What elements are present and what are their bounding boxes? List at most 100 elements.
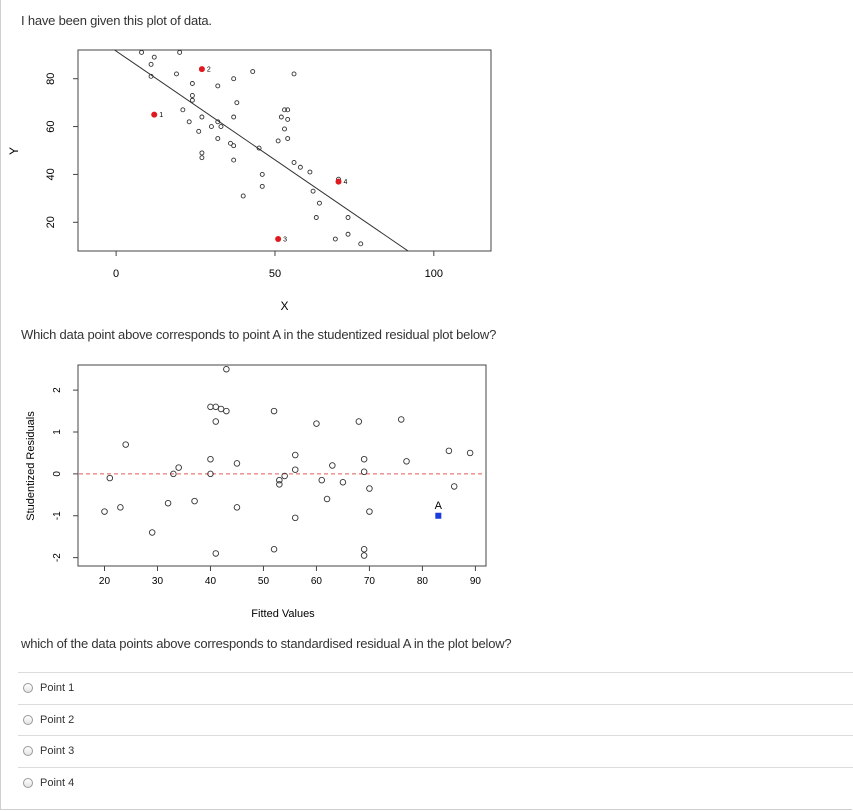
data-point <box>345 215 351 220</box>
option-point-4[interactable]: Point 4 <box>18 766 853 799</box>
data-point <box>199 155 205 161</box>
data-point <box>256 145 262 151</box>
data-point <box>291 466 299 473</box>
data-point <box>151 54 157 60</box>
data-point <box>466 449 474 457</box>
data-point <box>275 138 281 144</box>
data-point <box>208 124 214 130</box>
data-point <box>231 157 237 163</box>
x-tick-label: 20 <box>99 576 111 587</box>
data-point <box>339 478 347 486</box>
regression-line <box>114 50 409 251</box>
data-point <box>199 150 205 156</box>
data-point <box>212 550 220 557</box>
data-point <box>445 447 453 455</box>
scatter-plot-xy: 1 2 3 4 0 50 100 20 40 60 80 X Y <box>7 49 492 313</box>
highlighted-point-3 <box>275 236 282 243</box>
data-point <box>223 407 230 415</box>
data-point <box>276 476 283 484</box>
data-point <box>148 529 156 536</box>
data-point <box>207 470 214 478</box>
data-point <box>259 183 265 189</box>
highlight-label: 4 <box>344 179 348 186</box>
data-point <box>228 140 233 146</box>
radio-button[interactable] <box>23 746 33 757</box>
data-point <box>117 504 124 511</box>
y-tick-label: 20 <box>45 216 57 228</box>
highlighted-point-a <box>435 512 442 519</box>
option-label: Point 1 <box>40 682 75 695</box>
highlighted-point-2 <box>198 66 205 73</box>
plot1-data-area: 1 2 3 4 <box>114 49 409 251</box>
data-point <box>276 481 283 488</box>
question-2-text: which of the data points above correspon… <box>21 636 512 651</box>
data-point <box>122 441 129 448</box>
option-point-1[interactable]: Point 1 <box>18 672 853 704</box>
data-point <box>215 83 221 89</box>
data-point <box>189 97 195 103</box>
highlighted-point-4 <box>335 178 342 185</box>
data-point <box>231 76 237 82</box>
question-1-text: Which data point above corresponds to po… <box>21 327 497 342</box>
data-point <box>223 365 230 373</box>
answer-options: Point 1 Point 2 Point 3 Point 4 <box>18 672 853 798</box>
data-point <box>233 460 241 467</box>
plot1-axes: 0 50 100 20 40 60 80 <box>45 73 443 280</box>
data-point <box>366 508 373 515</box>
y-tick-label: -1 <box>52 511 63 520</box>
y-tick-label: 1 <box>52 429 63 435</box>
data-point <box>231 114 237 120</box>
data-point <box>240 193 246 199</box>
option-label: Point 4 <box>40 776 75 789</box>
data-point <box>291 514 299 522</box>
data-point <box>282 107 287 113</box>
radio-button[interactable] <box>23 683 33 694</box>
data-point <box>285 136 291 141</box>
data-point <box>285 116 291 122</box>
data-point <box>297 164 303 170</box>
data-point <box>148 73 154 79</box>
x-tick-label: 100 <box>425 268 443 280</box>
data-point <box>250 69 256 74</box>
data-point <box>270 545 278 553</box>
plot2-data-area: A <box>79 365 485 559</box>
highlight-label: 1 <box>159 112 163 119</box>
data-point <box>278 114 284 120</box>
option-point-3[interactable]: Point 3 <box>18 735 853 767</box>
data-point <box>106 474 114 482</box>
data-point <box>313 215 319 220</box>
data-point <box>281 472 288 480</box>
data-point <box>310 188 316 194</box>
highlighted-point-1 <box>151 111 158 118</box>
data-point <box>217 405 225 413</box>
data-point <box>259 171 265 177</box>
data-point <box>215 136 221 141</box>
x-tick-label: 50 <box>269 268 281 280</box>
data-point <box>345 231 351 237</box>
data-point <box>291 451 299 459</box>
option-point-2[interactable]: Point 2 <box>18 703 853 736</box>
data-point <box>332 236 338 242</box>
intro-text: I have been given this plot of data. <box>21 13 212 28</box>
data-point <box>186 119 192 125</box>
data-point <box>207 455 214 463</box>
data-point <box>403 458 410 465</box>
plot2-ylabel: Studentized Residuals <box>25 411 37 521</box>
data-point <box>196 128 202 134</box>
data-point <box>174 71 179 77</box>
radio-button[interactable] <box>23 777 33 788</box>
data-point <box>291 71 297 77</box>
y-tick-label: 80 <box>45 73 57 85</box>
data-point <box>233 504 241 511</box>
radio-button[interactable] <box>23 714 33 725</box>
y-tick-label: -2 <box>52 553 63 562</box>
y-tick-label: 60 <box>45 120 57 132</box>
data-point <box>366 485 373 492</box>
data-point <box>313 420 320 427</box>
data-point <box>175 464 182 471</box>
x-tick-label: 0 <box>113 268 119 280</box>
data-point <box>189 81 195 86</box>
data-point <box>282 126 287 132</box>
